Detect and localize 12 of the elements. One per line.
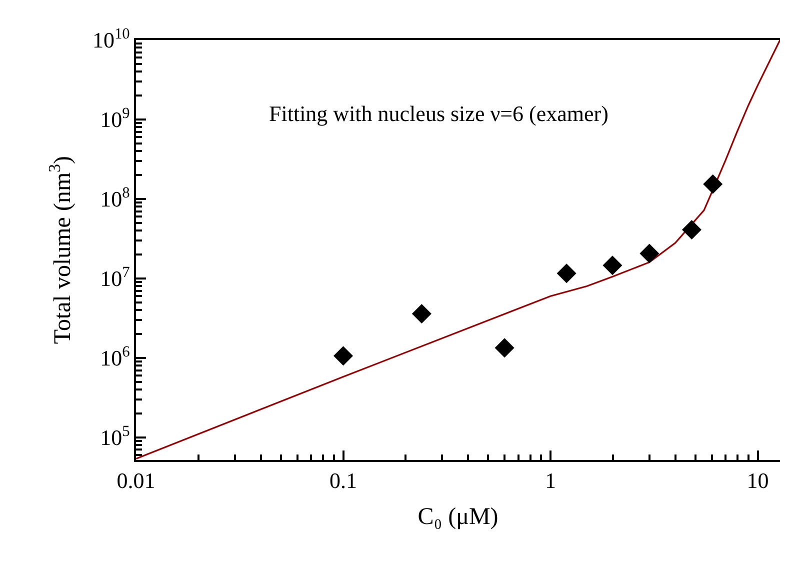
y-tick-label: 10$^{10}$: [92, 25, 130, 53]
x-tick-label: 10: [746, 468, 769, 494]
x-axis-title: C₀ (μM): [418, 504, 498, 530]
y-tick-label: 10$^{5}$: [100, 422, 130, 450]
y-tick-label: 10$^{6}$: [100, 343, 130, 371]
x-tick-label: 0.1: [330, 468, 358, 494]
x-tick-label: 0.01: [116, 468, 156, 494]
y-tick-label: 10$^{8}$: [100, 184, 130, 212]
x-tick-label: 1: [545, 468, 556, 494]
y-tick-label: 10$^{9}$: [100, 104, 130, 132]
y-tick-label: 10$^{7}$: [100, 264, 130, 292]
annotation: Fitting with nucleus size ν=6 (examer): [269, 101, 608, 126]
